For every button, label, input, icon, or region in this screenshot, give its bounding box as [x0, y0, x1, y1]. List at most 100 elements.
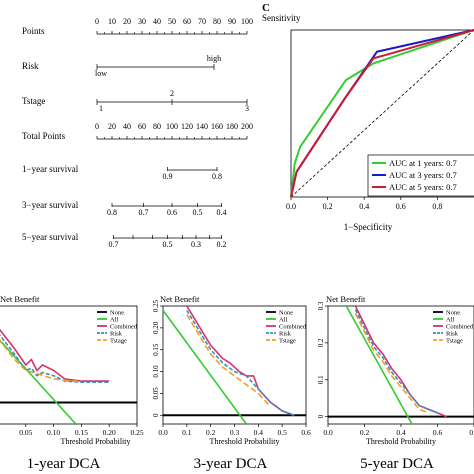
- nomogram-row-label: Tstage: [22, 96, 45, 106]
- x-axis-label: 1−Specificity: [344, 222, 393, 232]
- nomogram-tick-label: 60: [183, 17, 191, 26]
- nomogram-tick-label: 10: [108, 17, 116, 26]
- x-tick-label: 0.8: [469, 428, 474, 437]
- x-tick-label: 0.2: [360, 428, 370, 437]
- dca-curve-combined: [0, 328, 110, 382]
- legend-entry: AUC at 1 years: 0.7: [389, 158, 457, 168]
- nomogram-row-label: 3−year survival: [22, 200, 79, 210]
- dca-1-year-panel: Net Benefit 0.05 0.10 0.15 0.20 0.25Threshold…: [0, 294, 144, 472]
- x-tick-label: 0.8: [432, 202, 442, 211]
- nomogram-tick-label: 140: [196, 122, 208, 131]
- x-tick-label: 0.0: [323, 428, 333, 437]
- legend-entry: None: [279, 310, 293, 317]
- plot-frame: [290, 29, 474, 198]
- nomogram-tick-label: 80: [213, 17, 221, 26]
- legend-entry: Combined: [110, 324, 138, 331]
- panel-title: 5-year DCA: [360, 456, 434, 472]
- dca-curve-tstage: [0, 339, 82, 382]
- legend-entry: Risk: [279, 331, 292, 338]
- y-axis-label: Net Benefit: [326, 294, 366, 304]
- dca-curve-all: [0, 339, 77, 424]
- x-axis-label: Threshold Probability: [366, 437, 436, 446]
- legend-entry: Tstage: [446, 338, 463, 345]
- series-group: [163, 306, 306, 424]
- dca-curve-combined: [354, 306, 447, 418]
- y-tick-label: 0.10: [152, 365, 160, 378]
- y-axis-label: Sensitivity: [262, 13, 301, 23]
- nomogram-tick-label: 0: [95, 17, 99, 26]
- x-tick-label: 0.5: [277, 428, 287, 437]
- y-tick-label: 0: [152, 413, 160, 417]
- nomogram-tick-label: 60: [138, 122, 146, 131]
- x-tick-label: 0.2: [323, 202, 333, 211]
- nomogram-tick-label: 0.8: [107, 208, 117, 217]
- reference-diagonal: [290, 29, 474, 198]
- nomogram-tick-label: 0.5: [163, 240, 173, 249]
- y-tick-label: 0.1: [317, 375, 325, 384]
- y-tick-label: 0.15: [152, 343, 160, 356]
- x-tick-label: 0.20: [103, 428, 116, 437]
- nomogram-row-label: Total Points: [22, 131, 66, 141]
- legend-entry: All: [446, 317, 455, 324]
- nomogram-tick-label: 0.6: [167, 208, 177, 217]
- legend-entry: Tstage: [279, 338, 296, 345]
- legend-entry: Combined: [446, 324, 474, 331]
- x-tick-label: 0.6: [301, 428, 311, 437]
- series-group: [0, 328, 137, 424]
- nomogram-tick-label: 160: [211, 122, 223, 131]
- y-axis-label: Net Benefit: [160, 294, 200, 304]
- x-tick-label: 0.4: [396, 428, 406, 437]
- panel-title: 3-year DCA: [194, 456, 268, 472]
- y-tick-label: 0.20: [152, 321, 160, 334]
- x-tick-label: 0.0: [158, 428, 168, 437]
- nomogram-tick-label: 20: [108, 122, 116, 131]
- nomogram-level-label: 3: [245, 104, 249, 113]
- legend-entry: Combined: [279, 324, 307, 331]
- nomogram-tick-label: 40: [153, 17, 161, 26]
- nomogram-tick-label: 180: [226, 122, 238, 131]
- x-tick-label: 0.6: [433, 428, 443, 437]
- y-tick-label: 0.25: [152, 299, 160, 312]
- nomogram-level-label: low: [95, 69, 107, 78]
- nomogram-tick-label: 50: [168, 17, 176, 26]
- nomogram-tick-label: 0.4: [217, 208, 227, 217]
- legend-entry: Risk: [110, 331, 123, 338]
- dca-curve-tstage: [354, 313, 429, 414]
- roc-curve-5-year: [290, 29, 474, 198]
- nomogram-tick-label: 0: [95, 122, 99, 131]
- nomogram-tick-label: 100: [166, 122, 178, 131]
- nomogram-row-label: 1−year survival: [22, 164, 79, 174]
- x-tick-label: 0.6: [396, 202, 406, 211]
- nomogram-tick-label: 80: [153, 122, 161, 131]
- x-tick-label: 0.0: [286, 202, 296, 211]
- nomogram-tick-label: 0.3: [191, 240, 201, 249]
- panel-title: 1-year DCA: [27, 456, 101, 472]
- nomogram-level-label: high: [207, 54, 221, 63]
- nomogram-tick-label: 0.9: [163, 172, 173, 181]
- legend-entry: AUC at 5 years: 0.7: [389, 182, 457, 192]
- nomogram-tick-label: 120: [181, 122, 193, 131]
- x-tick-label: 0.4: [359, 202, 369, 211]
- nomogram-row-label: Points: [22, 26, 45, 36]
- legend-entry: AUC at 3 years: 0.7: [389, 170, 457, 180]
- x-tick-label: 0.2: [206, 428, 216, 437]
- x-tick-label: 0.4: [254, 428, 264, 437]
- y-tick-label: 0.2: [317, 338, 325, 347]
- nomogram-tick-label: 40: [123, 122, 131, 131]
- y-axis-label: Net Benefit: [0, 294, 40, 304]
- x-axis-label: Threshold Probability: [61, 437, 131, 446]
- dca-curve-tstage: [186, 314, 271, 408]
- legend-entry: Risk: [446, 331, 459, 338]
- legend-entry: None: [446, 310, 460, 317]
- x-tick-label: 0.10: [47, 428, 60, 437]
- dca-5-year-panel: Net Benefit 0.0 0.2 0.4 0.6 0.8 0 0.1 0.2 0.3 Thre…: [317, 294, 474, 472]
- nomogram-row-label: Risk: [22, 61, 39, 71]
- dca-curve-all: [345, 306, 413, 424]
- nomogram-row-label: 5−year survival: [22, 232, 79, 242]
- nomogram-level-label: 1: [99, 104, 103, 113]
- x-tick-label: 0.1: [182, 428, 192, 437]
- dca-3-year-panel: Net Benefit 0.0 0.1 0.2 0.3 0.4 0.5 0.6 0 0.05 0.1…: [152, 294, 311, 472]
